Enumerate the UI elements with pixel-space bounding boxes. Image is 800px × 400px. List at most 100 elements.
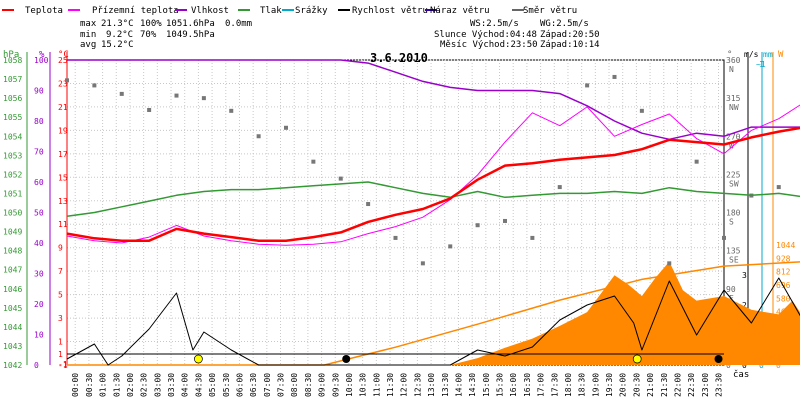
x-tick-label: 06:30 [249,373,258,397]
x-tick-label: 14:00 [454,373,463,397]
wind-direction-point [503,218,507,223]
x-tick-label: 01:30 [112,373,121,397]
info-sun-rise: Slunce Východ:04:48 [434,30,537,40]
dir-compass-label: NW [729,103,739,112]
x-tick-label: 01:00 [99,373,108,397]
x-tick-label: 09:00 [318,373,327,397]
hpa-tick-label: 1045 [3,304,22,313]
pct-tick-label: 100 [34,56,49,65]
x-tick-label: 10:30 [359,373,368,397]
x-tick-label: 12:30 [413,373,422,397]
x-tick-label: 07:00 [263,373,272,397]
stats-min-hum: 70% [140,30,157,40]
x-tick-label: 00:30 [85,373,94,397]
x-tick-label: 22:30 [687,373,696,397]
x-tick-label: 08:00 [290,373,299,397]
wm2-tick-label: 0 [776,361,781,370]
stats-avg-label: avg [80,40,96,50]
axis-title-ms: m/s [744,50,759,59]
moon-marker [714,355,723,363]
pct-tick-label: 60 [34,178,44,187]
x-tick-label: 16:00 [509,373,518,397]
stats: max 21.3°C 100% 1051.6hPa 0.0mm min 9.2°… [80,19,252,50]
stats-max-rain: 0.0mm [225,19,252,29]
x-tick-label: 03:00 [153,373,162,397]
x-tick-label: 05:30 [222,373,231,397]
wind-direction-point [311,159,316,164]
hpa-tick-label: 1054 [3,132,22,141]
stats-min-temp: 9.2°C [106,30,133,40]
wind-direction-point [284,125,288,130]
hpa-tick-label: 1050 [3,209,22,218]
x-tick-label: 02:00 [126,373,135,397]
hpa-tick-label: 1055 [3,113,22,122]
mm-tick-label: 0 [759,361,764,370]
dir-tick-label: 180 [726,209,741,218]
stats-max-hum: 100% [140,19,162,29]
sun-marker [632,354,642,364]
wind-direction-point [475,223,480,228]
x-tick-label: 20:00 [619,373,628,397]
axis-title-wm2: W [778,50,784,60]
temp-tick-label: 19 [58,126,68,135]
stats-min-press: 1049.5hPa [166,30,215,40]
temp-tick-label: 7 [58,267,63,276]
x-tick-label: 13:00 [427,373,436,397]
x-tick-label: 10:00 [345,373,354,397]
dir-compass-label: E [729,294,734,303]
axis-title-temp: °C [58,50,69,60]
hpa-tick-label: 1052 [3,170,22,179]
x-tick-label: 23:30 [715,373,724,397]
dir-tick-label: 360 [726,56,741,65]
x-tick-label: 19:30 [605,373,614,397]
x-tick-label: 23:00 [701,373,710,397]
x-tick-label: 06:00 [235,373,244,397]
legend-srazky: Srážky [295,6,328,16]
pct-tick-label: 20 [34,300,44,309]
wind-direction-point [694,159,699,164]
hpa-tick-label: 1046 [3,285,22,294]
hpa-tick-label: 1048 [3,247,22,256]
legend: Teplota Přízemní teplota Vlhkost Tlak Sr… [2,6,577,16]
hpa-tick-label: 1049 [3,228,22,237]
solar-curve [67,261,800,366]
wind-direction-point [557,185,562,190]
wind-direction-point [229,108,234,113]
x-tick-label: 20:30 [632,373,641,397]
temp-tick-label: 23 [58,79,68,88]
dir-compass-label: SE [729,256,739,265]
x-tick-label: 15:30 [496,373,505,397]
wind-direction-point [722,235,726,240]
legend-naraz-vetru: Náraz větru [430,6,490,16]
temp-tick-label: 21 [58,103,68,112]
x-tick-label: 03:30 [167,373,176,397]
dir-tick-label: 90 [726,285,736,294]
temperature-line [66,126,800,242]
axis-title-x: čas [733,369,749,380]
wind-direction-point [92,83,97,88]
pct-tick-label: 70 [34,148,44,157]
solar-radiation-area [450,261,800,365]
ms-tick-label: 3 [742,271,747,280]
x-tick-label: 16:30 [523,373,532,397]
temp-tick-label: 11 [58,220,68,229]
hpa-tick-label: 1044 [3,323,22,332]
dir-tick-label: 270 [726,132,741,141]
temp-tick-label: 15 [58,173,68,182]
dir-compass-label: W [729,141,734,150]
wind-direction-point [174,93,179,98]
plot-area: 00:00 00:30 01:00 01:30 02:00 02:30 03:00 03:30… [3,52,800,397]
stats-min-label: min [80,30,96,40]
x-tick-label: 11:30 [386,373,395,397]
pct-tick-label: 40 [34,239,44,248]
legend-rychlost-vetru: Rychlost větru [352,6,428,16]
x-tick-label: 04:30 [194,373,203,397]
temp-low-tick-label: 1 [58,350,63,359]
chart-title: 3.6.2010 [370,51,428,65]
wind-direction-point [420,261,425,266]
wind-direction-point [65,78,69,83]
wind-direction-point [201,96,206,101]
info-wg: WG:2.5m/s [540,19,589,29]
x-tick-label: 21:30 [660,373,669,397]
dir-compass-label: N [729,65,734,74]
